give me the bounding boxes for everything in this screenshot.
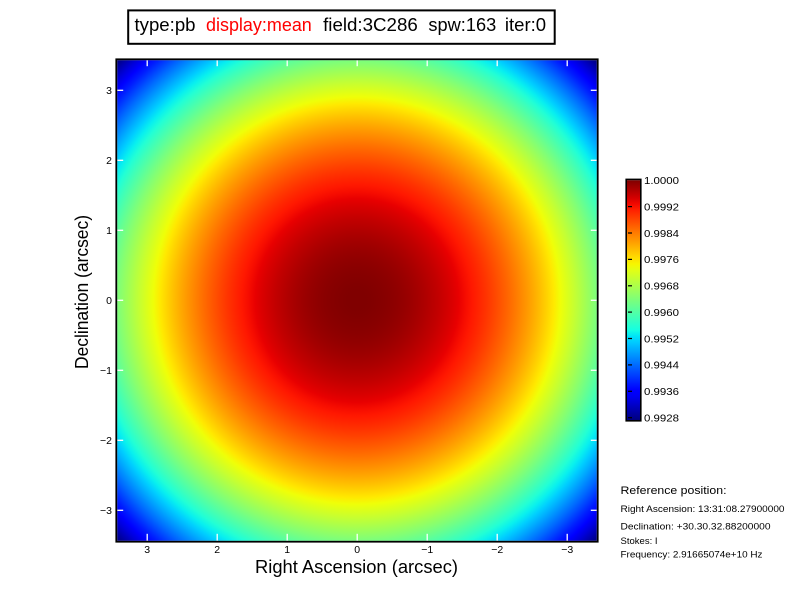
svg-text:1: 1 — [284, 544, 290, 556]
svg-text:type:pb: type:pb — [135, 14, 196, 35]
svg-text:0.9936: 0.9936 — [644, 386, 679, 398]
svg-text:−1: −1 — [100, 365, 112, 377]
svg-text:Reference position:: Reference position: — [621, 485, 727, 497]
svg-text:0.9952: 0.9952 — [644, 333, 679, 345]
svg-text:1.0000: 1.0000 — [644, 175, 679, 187]
svg-text:2: 2 — [214, 544, 220, 556]
svg-text:Stokes: I: Stokes: I — [621, 536, 658, 546]
svg-text:0.9968: 0.9968 — [644, 281, 679, 293]
svg-text:3: 3 — [106, 85, 112, 97]
svg-text:field:3C286: field:3C286 — [323, 14, 418, 35]
svg-text:Frequency: 2.91665074e+10 Hz: Frequency: 2.91665074e+10 Hz — [621, 550, 763, 560]
svg-text:0.9984: 0.9984 — [644, 228, 679, 240]
svg-text:0.9992: 0.9992 — [644, 201, 679, 213]
svg-text:3: 3 — [144, 544, 150, 556]
svg-text:Right Ascension (arcsec): Right Ascension (arcsec) — [255, 557, 458, 577]
svg-text:Right Ascension: 13:31:08.2790: Right Ascension: 13:31:08.27900000 — [621, 504, 785, 514]
svg-text:−1: −1 — [421, 544, 433, 556]
svg-text:0.9960: 0.9960 — [644, 307, 679, 319]
svg-text:spw:163: spw:163 — [428, 14, 496, 35]
svg-text:iter:0: iter:0 — [505, 14, 546, 35]
svg-text:0: 0 — [106, 295, 112, 307]
svg-text:−2: −2 — [491, 544, 503, 556]
svg-text:0.9944: 0.9944 — [644, 360, 679, 372]
svg-text:display:mean: display:mean — [206, 14, 312, 35]
svg-text:Declination (arcsec): Declination (arcsec) — [72, 215, 92, 369]
svg-text:−2: −2 — [100, 435, 112, 447]
svg-text:Declination: +30.30.32.8820000: Declination: +30.30.32.88200000 — [621, 522, 771, 532]
svg-text:0.9976: 0.9976 — [644, 254, 679, 266]
svg-text:−3: −3 — [100, 505, 112, 517]
svg-text:1: 1 — [106, 225, 112, 237]
svg-text:0: 0 — [354, 544, 360, 556]
svg-text:2: 2 — [106, 155, 112, 167]
svg-text:−3: −3 — [561, 544, 573, 556]
svg-text:0.9928: 0.9928 — [644, 413, 679, 425]
